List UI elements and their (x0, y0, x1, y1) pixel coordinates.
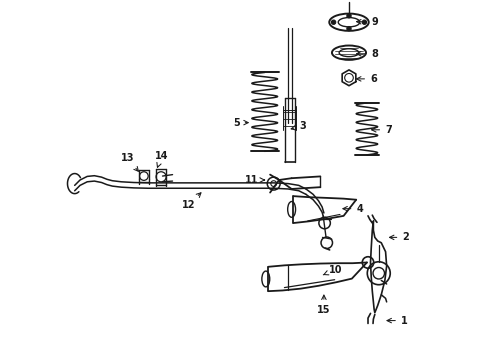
Text: 12: 12 (182, 193, 201, 210)
Circle shape (362, 20, 367, 24)
Text: 3: 3 (291, 121, 306, 131)
Text: 14: 14 (155, 150, 169, 167)
Text: 11: 11 (245, 175, 265, 185)
Text: 1: 1 (387, 316, 408, 325)
Text: 13: 13 (121, 153, 138, 171)
Text: 4: 4 (343, 204, 363, 214)
Text: 7: 7 (371, 125, 392, 135)
Circle shape (331, 20, 336, 24)
Text: 5: 5 (233, 118, 248, 128)
Text: 9: 9 (357, 17, 378, 27)
Text: 10: 10 (323, 265, 342, 275)
Text: 8: 8 (357, 49, 378, 59)
Text: 2: 2 (390, 232, 409, 242)
Circle shape (347, 27, 351, 31)
Circle shape (347, 14, 351, 18)
Text: 6: 6 (357, 74, 377, 84)
Text: 15: 15 (317, 295, 331, 315)
